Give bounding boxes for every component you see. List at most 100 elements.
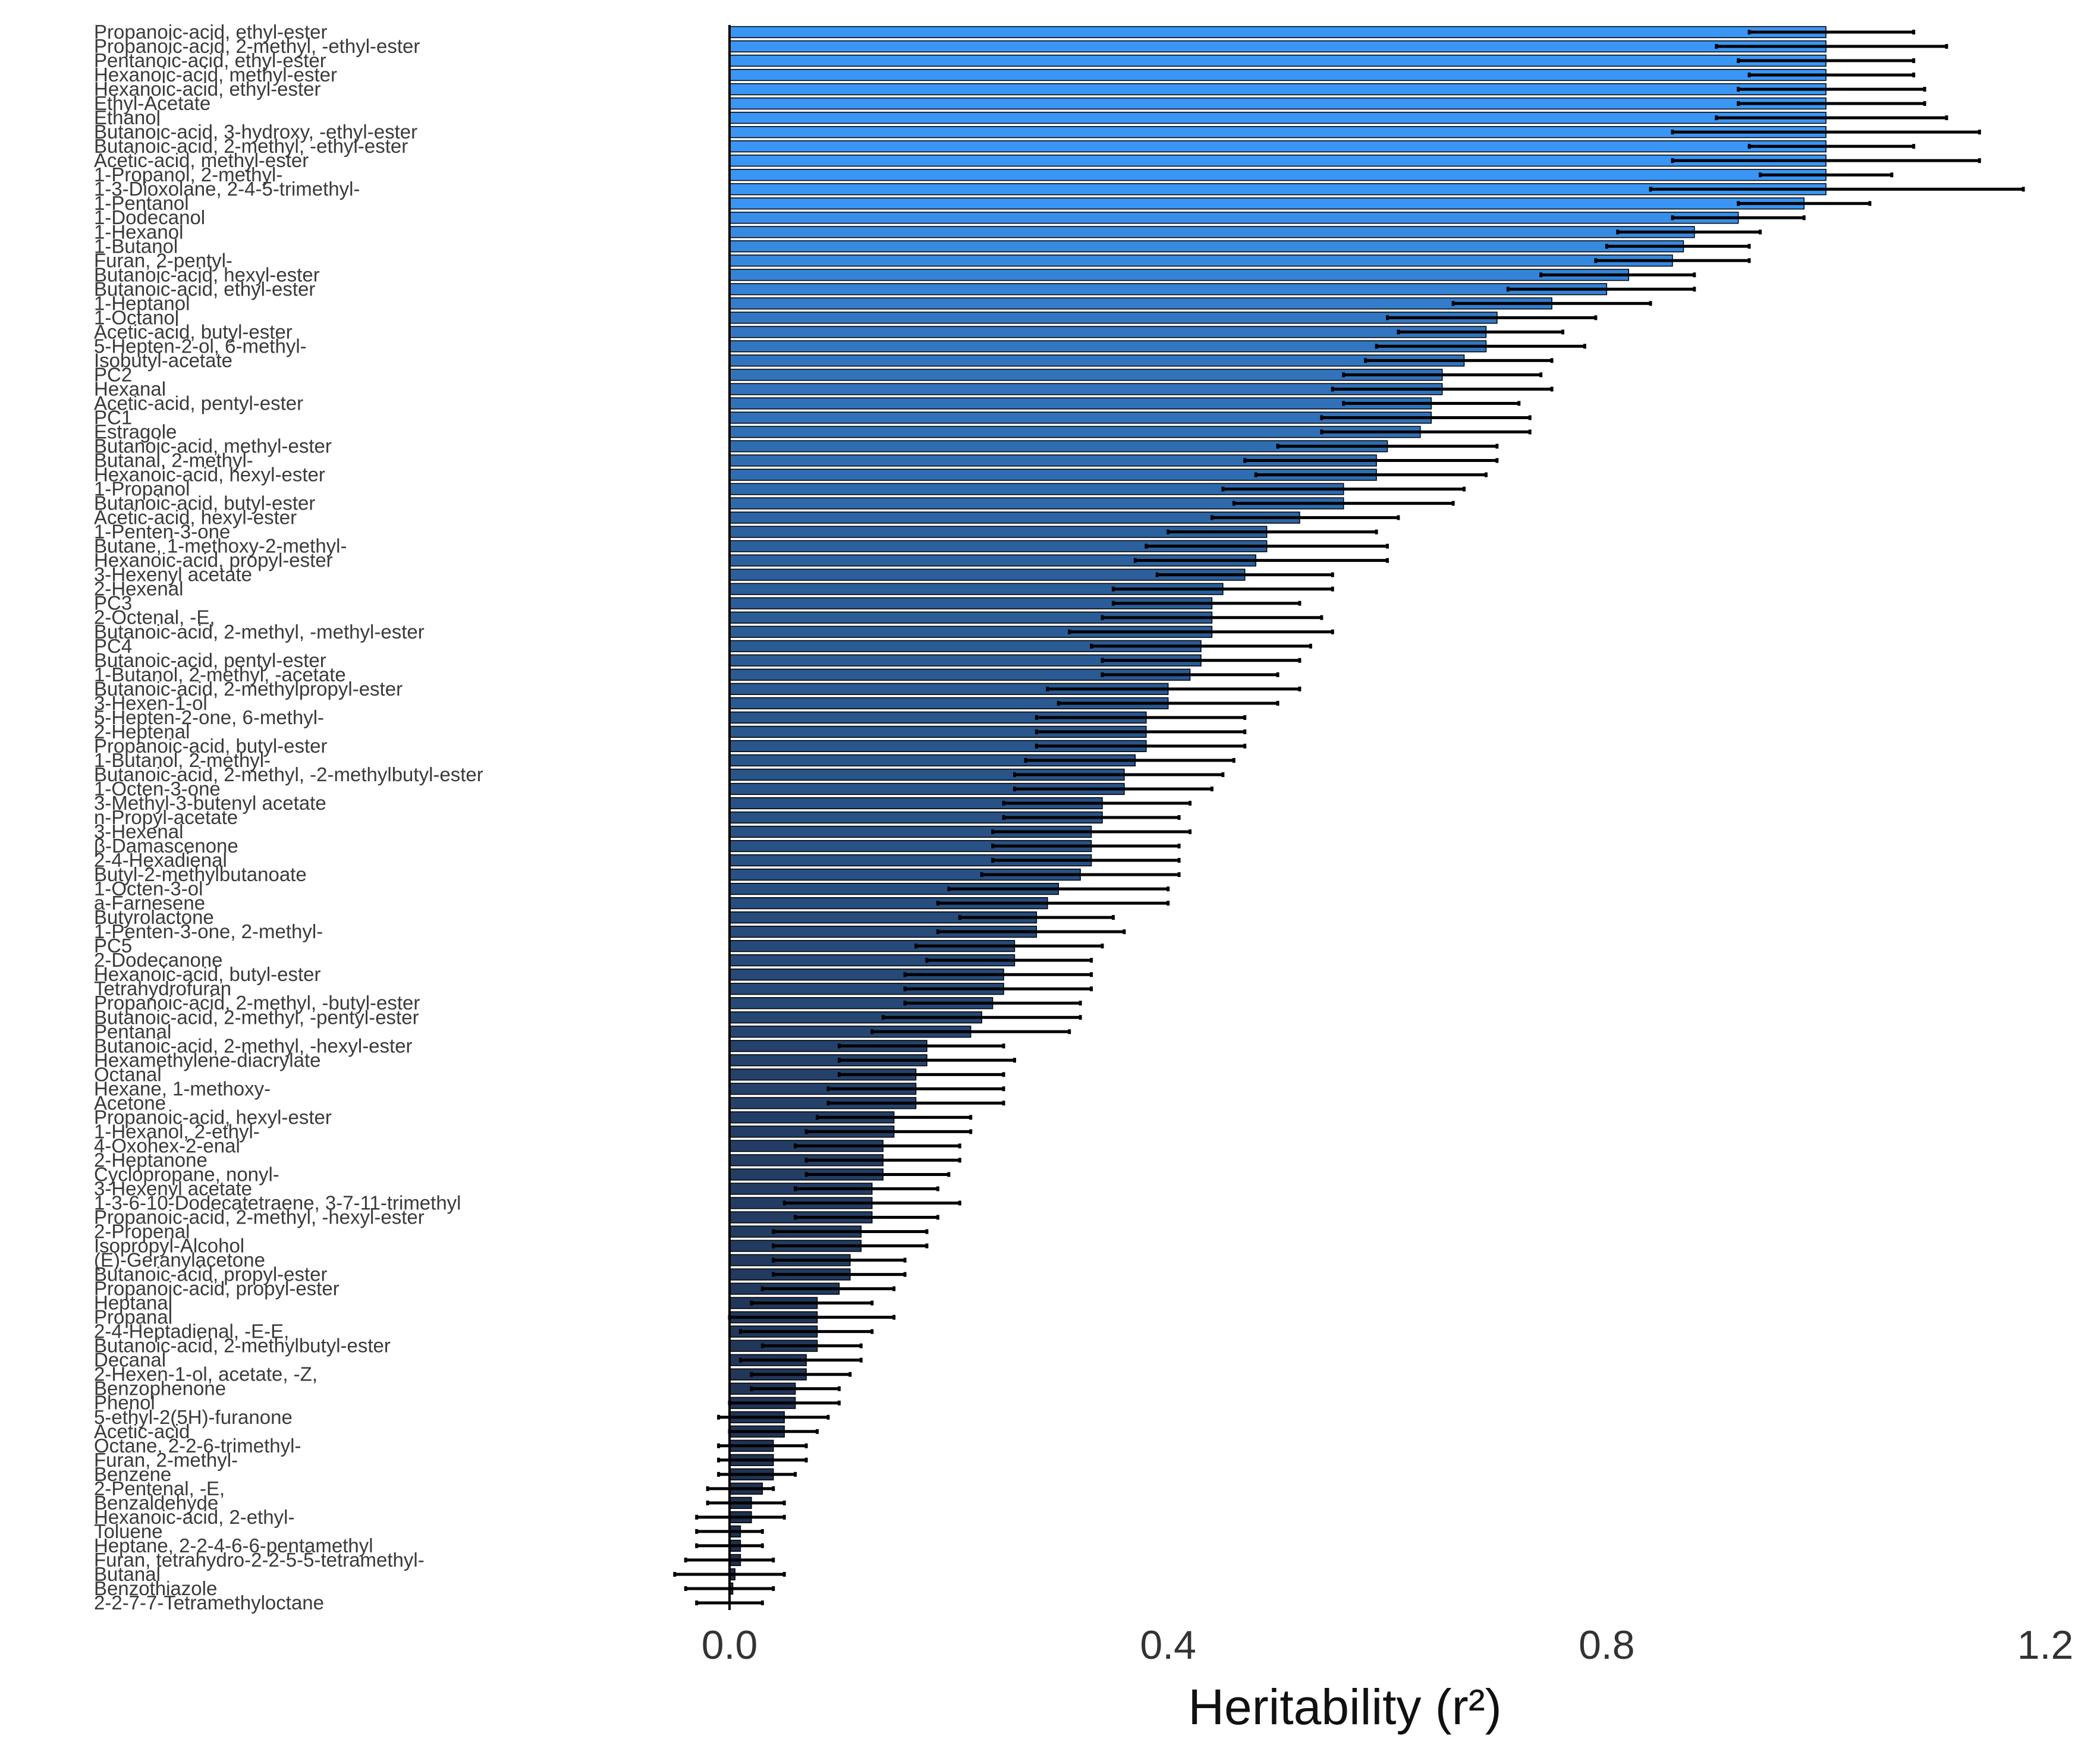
category-label: Butanoic-acid, methyl-ester: [94, 435, 332, 457]
category-label: Hexanal: [94, 378, 166, 400]
x-tick-label: 1.2: [2017, 1622, 2074, 1668]
category-label: Butanoic-acid, ethyl-ester: [94, 278, 315, 300]
category-label: 1-Hexanol: [94, 221, 183, 243]
category-label: Hexanoic-acid, butyl-ester: [94, 963, 321, 985]
category-label: 1-Hexanol, 2-ethyl-: [94, 1120, 260, 1142]
category-label: Octane, 2-2-6-trimethyl-: [94, 1435, 301, 1457]
bar: [729, 369, 1443, 381]
category-label: 2-Heptenal: [94, 721, 190, 743]
bar: [729, 54, 1826, 67]
category-label: PC3: [94, 592, 132, 614]
category-label: 2-Hexenal: [94, 578, 183, 600]
category-label: Ethanol: [94, 106, 161, 128]
category-label: Propanoic-acid, butyl-ester: [94, 735, 328, 757]
category-label: Butanoic-acid, 2-methyl, -methyl-ester: [94, 621, 425, 643]
category-label: 1-Pentanol: [94, 192, 189, 214]
category-label: 1-3-Dioxolane, 2-4-5-trimethyl-: [94, 178, 360, 200]
category-label: Butanoic-acid, hexyl-ester: [94, 263, 320, 285]
bar: [729, 197, 1805, 210]
bar: [729, 97, 1826, 110]
bar: [729, 354, 1465, 367]
bar: [729, 212, 1739, 224]
category-label: Benzaldehyde: [94, 1492, 218, 1514]
bar: [729, 155, 1826, 167]
category-label: 5-ethyl-2(5H)-furanone: [94, 1406, 293, 1428]
category-label: Phenol: [94, 1392, 155, 1414]
bar: [729, 269, 1629, 281]
category-label: Butanoic-acid, 2-methyl, -2-methylbutyl-…: [94, 763, 483, 785]
category-label: Furan, tetrahydro-2-2-5-5-tetramethyl-: [94, 1549, 425, 1571]
category-label: Furan, 2-methyl-: [94, 1449, 238, 1471]
category-label: Butanoic-acid, pentyl-ester: [94, 649, 326, 671]
x-tick-label: 0.4: [1140, 1622, 1196, 1668]
bar: [729, 326, 1487, 338]
category-label: 2-Hexen-1-ol, acetate, -Z,: [94, 1363, 317, 1385]
x-axis-title: Heritability (r²): [1188, 1679, 1501, 1735]
category-label: Pentanoic-acid, ethyl-ester: [94, 49, 326, 71]
category-label: 3-Hexenyl acetate: [94, 564, 252, 586]
category-label: 2-Dodecanone: [94, 949, 223, 971]
x-tick-label: 0.8: [1579, 1622, 1635, 1668]
category-label: PC1: [94, 406, 132, 428]
category-label: Butane, 1-methoxy-2-methyl-: [94, 535, 347, 557]
category-label: Octanal: [94, 1063, 162, 1085]
category-label: 2-4-Heptadienal, -E-E,: [94, 1320, 289, 1342]
category-label: Butanal, 2-methyl-: [94, 449, 253, 471]
category-label: Ethyl-Acetate: [94, 92, 210, 114]
category-label: Tetrahydrofuran: [94, 977, 231, 999]
category-label: Propanoic-acid, hexyl-ester: [94, 1106, 332, 1128]
category-label: n-Propyl-acetate: [94, 806, 238, 828]
category-label: Hexamethylene-diacrylate: [94, 1049, 321, 1071]
category-label: Propanal: [94, 1306, 172, 1328]
category-label: 2-Propenal: [94, 1221, 190, 1243]
category-label: (E)-Geranylacetone: [94, 1249, 265, 1271]
category-label: Butyl-2-methylbutanoate: [94, 863, 307, 885]
category-label: Isobutyl-acetate: [94, 349, 232, 371]
bar: [729, 340, 1487, 353]
category-label: Butanal: [94, 1563, 161, 1585]
category-label: 2-Octenal, -E,: [94, 606, 215, 628]
category-label: 1-Octen-3-ol: [94, 878, 203, 900]
category-label: Acetic-acid, hexyl-ester: [94, 507, 297, 529]
x-tick-label: 0.0: [702, 1622, 758, 1668]
category-label: Acetic-acid, butyl-ester: [94, 320, 293, 342]
category-label: Butanoic-acid, propyl-ester: [94, 1263, 328, 1285]
x-axis: 0.0 0.4 0.8 1.2: [702, 1622, 2074, 1668]
category-label: Propanoic-acid, 2-methyl, -hexyl-ester: [94, 1206, 425, 1228]
category-label: Hexanoic-acid, hexyl-ester: [94, 464, 325, 486]
category-label: 5-Hepten-2-one, 6-methyl-: [94, 706, 324, 728]
category-label: Butanoic-acid, 2-methylbutyl-ester: [94, 1335, 391, 1357]
category-label: 3-Hexen-1-ol: [94, 692, 208, 714]
category-label: Propanoic-acid, propyl-ester: [94, 1278, 339, 1300]
error-bars-layer: [673, 30, 2025, 1605]
category-label: PC4: [94, 635, 132, 657]
bar: [729, 40, 1826, 53]
category-label: PC5: [94, 935, 132, 957]
category-label: 1-Propanol: [94, 478, 190, 500]
category-label: Isopropyl-Alcohol: [94, 1235, 244, 1257]
category-label: Hexanoic-acid, 2-ethyl-: [94, 1506, 294, 1528]
category-label: Propanoic-acid, 2-methyl, -ethyl-ester: [94, 35, 420, 57]
category-label: Butanoic-acid, 2-methyl, -pentyl-ester: [94, 1006, 419, 1028]
category-label: 1-Octen-3-one: [94, 778, 221, 800]
category-label: Cyclopropane, nonyl-: [94, 1163, 279, 1185]
category-label: 2-2-7-7-Tetramethyloctane: [94, 1592, 324, 1614]
category-label: β-Damascenone: [94, 835, 238, 857]
bar: [729, 254, 1673, 267]
bar: [729, 226, 1695, 238]
category-label: 1-Butanol: [94, 235, 178, 257]
category-label: Decanal: [94, 1349, 166, 1371]
category-label: 3-Methyl-3-butenyl acetate: [94, 792, 326, 814]
bar: [729, 140, 1826, 153]
category-label: 1-Dodecanol: [94, 206, 205, 228]
category-label: 1-Propanol, 2-methyl-: [94, 163, 282, 185]
category-label: 1-3-6-10-Dodecatetraene, 3-7-11-trimethy…: [94, 1191, 461, 1213]
category-label: 3-Hexenyl acetate: [94, 1177, 252, 1199]
bar: [729, 169, 1826, 181]
bar: [729, 240, 1684, 253]
bar: [729, 26, 1826, 39]
category-label: 1-Penten-3-one, 2-methyl-: [94, 920, 323, 942]
bar: [729, 83, 1826, 96]
category-label: 3-Hexenal: [94, 820, 183, 842]
category-label: 2-Heptanone: [94, 1149, 208, 1171]
